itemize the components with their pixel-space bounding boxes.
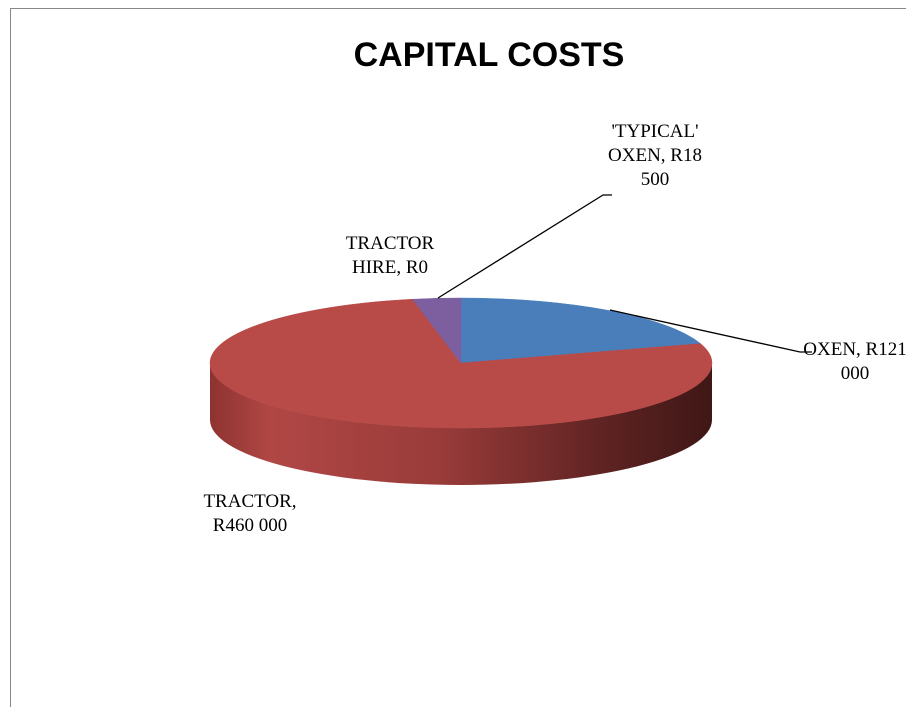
leader-line [437, 194, 612, 299]
slice [209, 298, 713, 429]
pie [209, 297, 713, 485]
label-value: R121 000 [840, 339, 906, 384]
data-label: 'TYPICAL' OXEN, R18 500 [605, 120, 705, 192]
label-separator: , [291, 491, 297, 512]
slice [412, 297, 462, 364]
label-category: TRACTOR HIRE [345, 233, 435, 278]
label-value: R0 [405, 257, 428, 278]
label-separator: , [660, 145, 671, 166]
slice [460, 297, 702, 364]
label-separator: , [856, 339, 866, 360]
data-label: TRACTOR, R460 000 [195, 490, 305, 538]
label-value: R460 000 [212, 515, 288, 536]
data-label: TRACTOR HIRE, R0 [320, 232, 460, 280]
chart-title: CAPITAL COSTS [353, 36, 625, 74]
data-label: OXEN, R121 000 [800, 338, 906, 386]
slice-side [210, 363, 712, 485]
label-category: 'TYPICAL' OXEN [608, 121, 699, 166]
label-category: TRACTOR [203, 491, 292, 512]
label-separator: , [396, 257, 406, 278]
leader-line [609, 309, 812, 353]
label-category: OXEN [803, 339, 857, 360]
chart-frame [10, 8, 906, 707]
label-value: R18 500 [640, 145, 702, 190]
